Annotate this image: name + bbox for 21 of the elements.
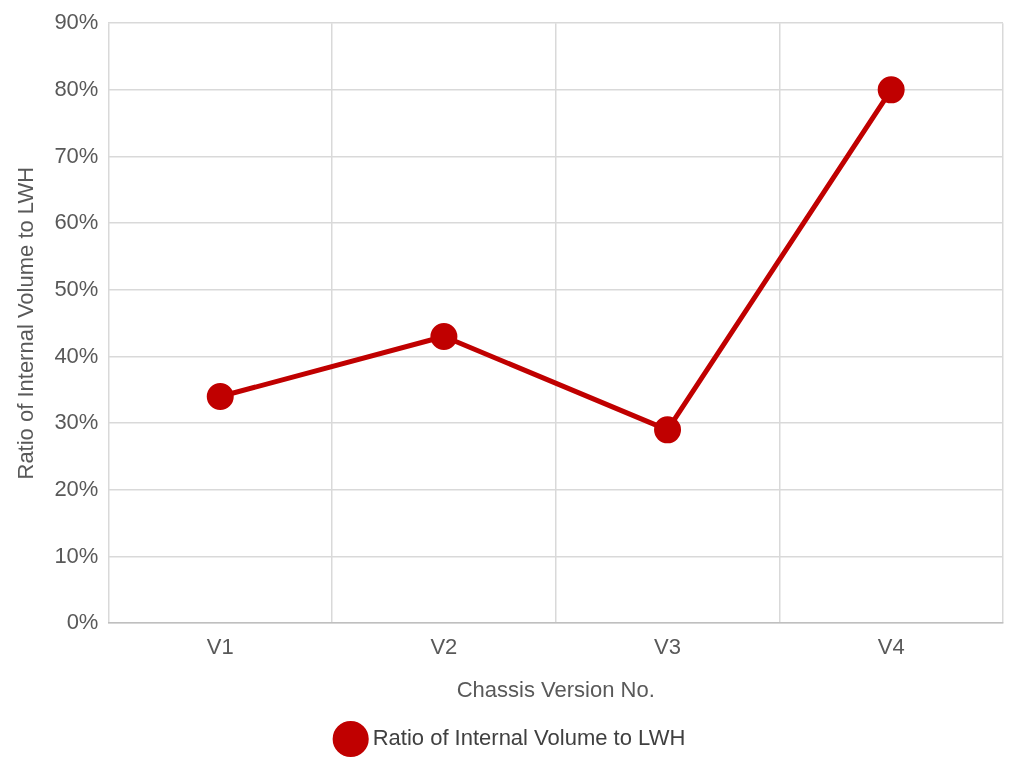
- y-tick-label: 70%: [54, 142, 99, 168]
- x-tick-label: V3: [654, 634, 681, 660]
- x-tick-label: V4: [877, 634, 905, 660]
- y-tick-label: 90%: [54, 9, 99, 35]
- x-tick-label: V1: [206, 634, 234, 660]
- point: [206, 383, 234, 411]
- legend-label: Ratio of Internal Volume to LWH: [372, 725, 686, 751]
- point: [654, 416, 682, 444]
- y-tick-label: 30%: [54, 409, 99, 435]
- y-tick-label: 20%: [54, 475, 99, 501]
- y-tick-label: 80%: [54, 75, 99, 101]
- y-tick-label: 50%: [54, 275, 99, 301]
- y-tick-label: 40%: [54, 342, 99, 368]
- x-axis-title: Chassis Version No.: [456, 676, 655, 702]
- point: [430, 323, 458, 351]
- x-tick-label: V2: [430, 634, 458, 660]
- y-tick-label: 60%: [54, 209, 99, 235]
- y-axis-title: Ratio of Internal Volume to LWH: [13, 166, 39, 480]
- point: [877, 76, 905, 104]
- y-tick-label: 10%: [54, 542, 99, 568]
- y-tick-label: 0%: [66, 609, 99, 635]
